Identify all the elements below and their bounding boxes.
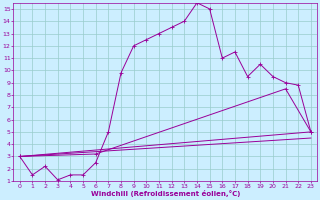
- X-axis label: Windchill (Refroidissement éolien,°C): Windchill (Refroidissement éolien,°C): [91, 190, 240, 197]
